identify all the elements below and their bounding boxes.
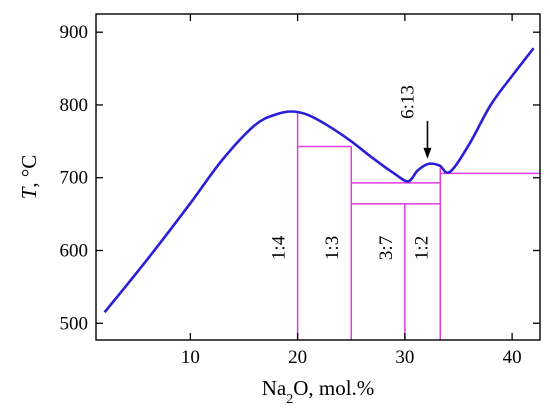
annotation-6-13: 6:13 — [397, 85, 432, 159]
x-axis-title-base: Na — [262, 376, 287, 400]
y-tick-label: 600 — [60, 240, 89, 261]
y-axis-title-symbol: T — [17, 186, 41, 199]
axis-ticks: 10 20 30 40 500 600 700 800 900 — [60, 14, 540, 368]
phase-labels: 1:4 1:3 3:7 1:2 — [269, 235, 433, 260]
phase-label-1-4: 1:4 — [269, 235, 290, 260]
phase-label-1-3: 1:3 — [322, 236, 343, 260]
x-axis-title: Na2O, mol.% — [262, 376, 375, 407]
annotation-arrowhead — [423, 147, 432, 159]
x-axis-title-rest: O, mol.% — [293, 376, 374, 400]
x-tick-label: 30 — [395, 347, 414, 368]
phase-label-1-2: 1:2 — [411, 236, 432, 260]
y-tick-label: 900 — [60, 22, 89, 43]
y-axis-title: T, °C — [17, 155, 41, 200]
y-tick-label: 800 — [60, 95, 89, 116]
x-tick-label: 20 — [288, 347, 307, 368]
y-tick-label: 500 — [60, 313, 89, 334]
y-tick-label: 700 — [60, 168, 89, 189]
x-tick-label: 40 — [503, 347, 522, 368]
liquidus-curve — [103, 47, 535, 314]
y-axis-title-unit: , °C — [17, 155, 41, 188]
annotation-label: 6:13 — [397, 85, 418, 119]
plot-frame — [95, 13, 541, 341]
x-tick-label: 10 — [181, 347, 200, 368]
phase-lines — [296, 111, 540, 340]
x-axis-title-sub: 2 — [286, 392, 293, 407]
phase-label-3-7: 3:7 — [376, 236, 397, 260]
